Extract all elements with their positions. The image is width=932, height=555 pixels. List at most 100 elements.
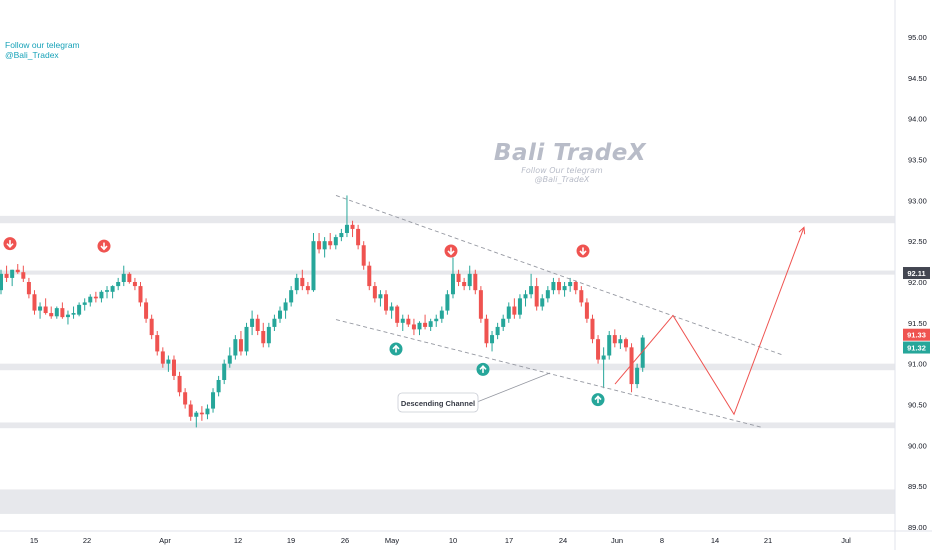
candle: [93, 291, 98, 303]
candle: [171, 355, 176, 380]
candle-body: [640, 337, 645, 368]
candle-body: [238, 339, 243, 352]
candle: [590, 314, 595, 344]
candle: [294, 273, 299, 295]
x-tick-label: 12: [234, 536, 242, 545]
candle: [584, 298, 589, 323]
x-tick-label: 10: [449, 536, 457, 545]
candle-body: [473, 273, 478, 291]
x-tick-label: 22: [83, 536, 91, 545]
candle: [15, 264, 20, 274]
zone-band: [0, 422, 895, 429]
sell-signal-icon: [97, 239, 111, 253]
candle: [423, 314, 428, 330]
candle: [395, 304, 400, 327]
candle: [155, 331, 160, 356]
candle-body: [529, 286, 534, 295]
callout-label: Descending Channel: [401, 399, 475, 408]
candle-body: [138, 286, 143, 303]
candle: [517, 294, 522, 319]
candle-body: [105, 290, 110, 292]
candle-body: [311, 241, 316, 291]
candle-body: [222, 363, 227, 380]
candle-body: [395, 306, 400, 323]
candle: [322, 237, 327, 258]
telegram-note: Follow our telegram @Bali_Tradex: [5, 40, 80, 60]
candle: [361, 241, 366, 270]
candle: [333, 234, 338, 250]
candle: [573, 280, 578, 295]
candle: [127, 272, 132, 284]
x-tick-label: 8: [660, 536, 664, 545]
candle-body: [623, 339, 628, 348]
projection-path: [614, 226, 806, 416]
candle-body: [305, 286, 310, 291]
candle: [289, 286, 294, 307]
candle-body: [450, 273, 455, 295]
candle: [484, 314, 489, 348]
candle-body: [71, 313, 76, 315]
watermark-line-1: Follow Our telegram: [521, 166, 603, 175]
candle: [389, 302, 394, 319]
candle: [238, 331, 243, 356]
candle-body: [160, 351, 165, 364]
y-tick-label: 90.50: [908, 401, 927, 410]
candle: [411, 318, 416, 336]
candle: [529, 273, 534, 299]
candle-body: [155, 335, 160, 352]
candle-body: [557, 282, 561, 291]
candle: [227, 347, 232, 368]
candle: [272, 314, 277, 331]
y-tick-label: 93.00: [908, 196, 927, 205]
candle-body: [144, 302, 149, 319]
candle-body: [328, 241, 333, 246]
candle: [65, 310, 70, 325]
candle: [110, 285, 115, 299]
zone-band: [0, 270, 895, 275]
candle: [194, 411, 199, 428]
candle-body: [278, 310, 282, 319]
candle: [450, 257, 455, 299]
candle-body: [0, 273, 3, 291]
candle: [82, 298, 87, 311]
candle-body: [506, 306, 511, 319]
candle-body: [367, 265, 372, 287]
candle: [149, 314, 154, 340]
candle-body: [4, 273, 9, 278]
y-tick-label: 91.00: [908, 360, 927, 369]
candle: [473, 269, 478, 295]
x-tick-label: 21: [764, 536, 772, 545]
candle-body: [183, 392, 188, 405]
candle-body: [317, 241, 322, 250]
price-tag-label: 92.11: [907, 269, 925, 278]
candle: [490, 331, 495, 352]
candle-body: [26, 282, 31, 295]
candle: [43, 298, 48, 315]
zone-band: [0, 489, 895, 514]
candle: [534, 277, 539, 311]
candle-body: [545, 290, 550, 299]
candle-body: [612, 335, 617, 344]
x-tick-label: Jun: [611, 536, 623, 545]
candle-body: [127, 273, 132, 282]
candle-body: [43, 306, 48, 314]
telegram-line-2: @Bali_Tradex: [5, 50, 59, 60]
candle-body: [445, 294, 450, 311]
candle-body: [99, 291, 104, 299]
candle: [266, 322, 271, 348]
candle: [495, 322, 500, 340]
candle-body: [423, 322, 428, 327]
candle: [596, 335, 601, 364]
candle: [523, 290, 528, 307]
candle: [278, 306, 282, 323]
candle: [121, 265, 126, 287]
price-tag-label: 91.33: [907, 331, 926, 340]
buy-signal-icon: [591, 393, 605, 407]
candle: [623, 337, 628, 352]
candle: [222, 359, 227, 385]
candle: [417, 321, 422, 336]
candle-body: [227, 355, 232, 364]
candle: [462, 277, 467, 291]
